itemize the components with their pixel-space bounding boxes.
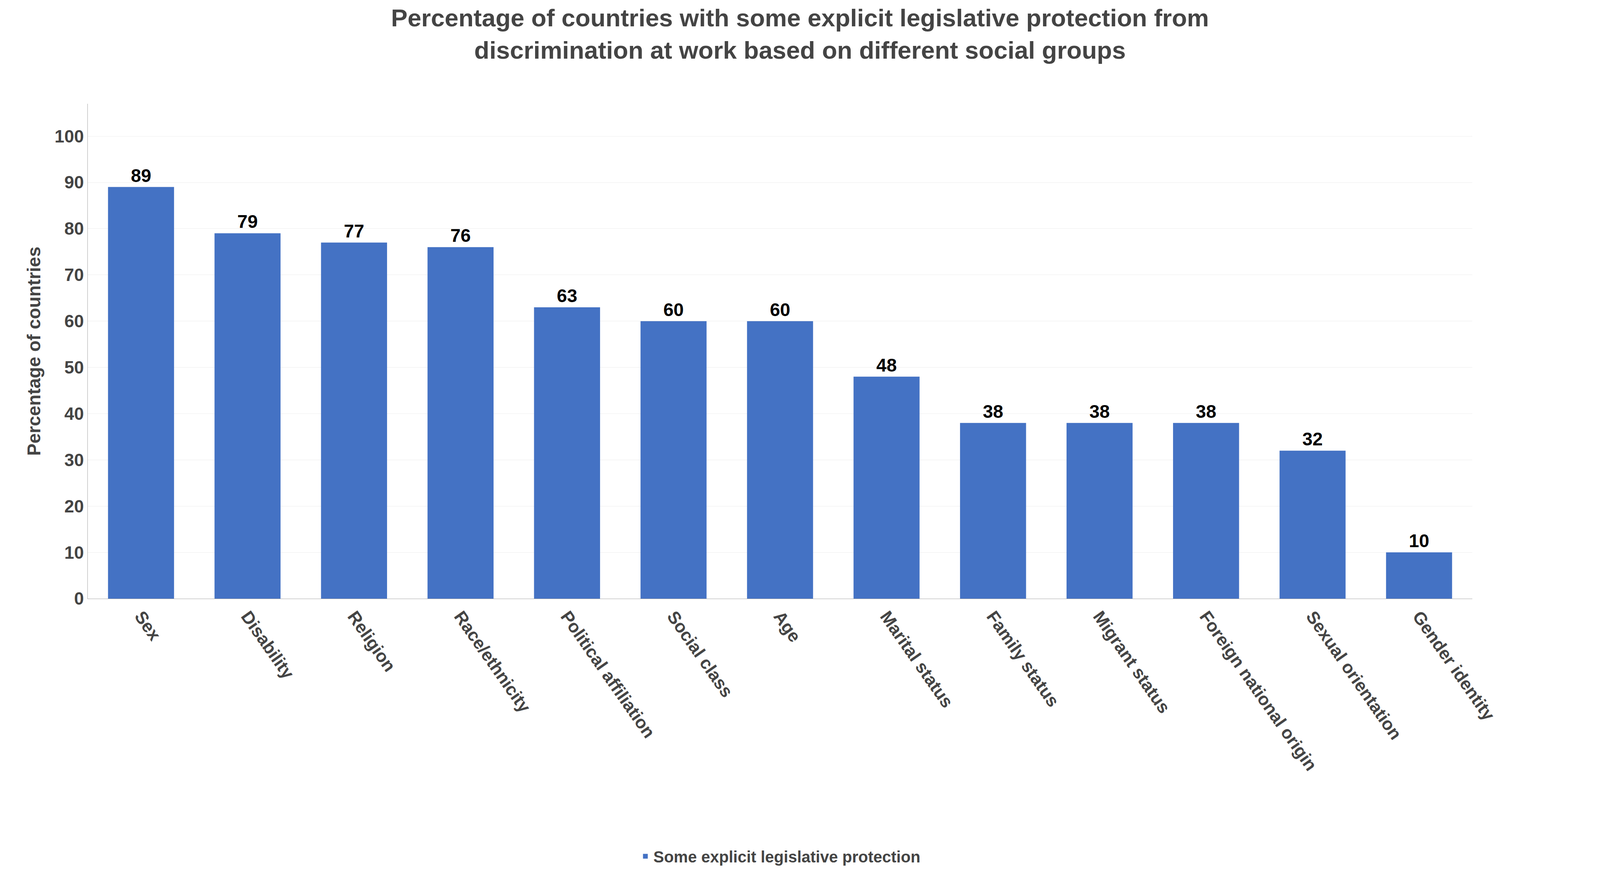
- svg-text:90: 90: [64, 172, 84, 192]
- svg-text:Sexual orientation: Sexual orientation: [1302, 606, 1406, 743]
- svg-text:Family status: Family status: [982, 606, 1063, 710]
- svg-text:10: 10: [64, 542, 84, 563]
- svg-text:30: 30: [64, 450, 84, 470]
- svg-text:38: 38: [1089, 400, 1110, 422]
- svg-text:70: 70: [64, 264, 84, 285]
- svg-text:Some explicit legislative prot: Some explicit legislative protection: [653, 847, 921, 866]
- svg-text:Religion: Religion: [343, 606, 400, 675]
- svg-text:Social class: Social class: [663, 606, 738, 701]
- svg-text:89: 89: [130, 165, 152, 186]
- svg-text:Migrant status: Migrant status: [1089, 606, 1175, 717]
- svg-text:79: 79: [237, 211, 258, 232]
- svg-text:80: 80: [64, 218, 84, 239]
- svg-text:48: 48: [876, 354, 897, 376]
- svg-text:Age: Age: [770, 606, 806, 646]
- svg-text:40: 40: [64, 403, 84, 424]
- svg-text:Political affiliation: Political affiliation: [557, 606, 660, 742]
- svg-text:0: 0: [74, 588, 84, 609]
- svg-text:60: 60: [64, 311, 84, 331]
- svg-text:20: 20: [64, 496, 84, 516]
- svg-text:38: 38: [982, 400, 1004, 422]
- svg-text:100: 100: [54, 126, 84, 147]
- svg-text:Percentage of countries with s: Percentage of countries with some explic…: [391, 3, 1209, 64]
- svg-text:Sex: Sex: [130, 606, 165, 644]
- svg-text:32: 32: [1302, 428, 1323, 450]
- svg-text:Percentage of countries: Percentage of countries: [23, 246, 45, 456]
- svg-text:Gender identity: Gender identity: [1408, 606, 1500, 724]
- svg-text:10: 10: [1408, 530, 1430, 552]
- svg-text:77: 77: [343, 220, 365, 242]
- svg-text:Disability: Disability: [237, 606, 299, 683]
- svg-text:Marital status: Marital status: [876, 606, 958, 711]
- svg-text:Race/ethnicity: Race/ethnicity: [450, 606, 536, 716]
- svg-text:50: 50: [64, 357, 84, 378]
- svg-text:63: 63: [557, 285, 578, 307]
- svg-text:Foreign national origin: Foreign national origin: [1195, 606, 1322, 775]
- svg-text:60: 60: [769, 299, 791, 320]
- svg-text:60: 60: [663, 299, 684, 320]
- svg-text:38: 38: [1195, 400, 1217, 422]
- svg-text:76: 76: [450, 225, 471, 246]
